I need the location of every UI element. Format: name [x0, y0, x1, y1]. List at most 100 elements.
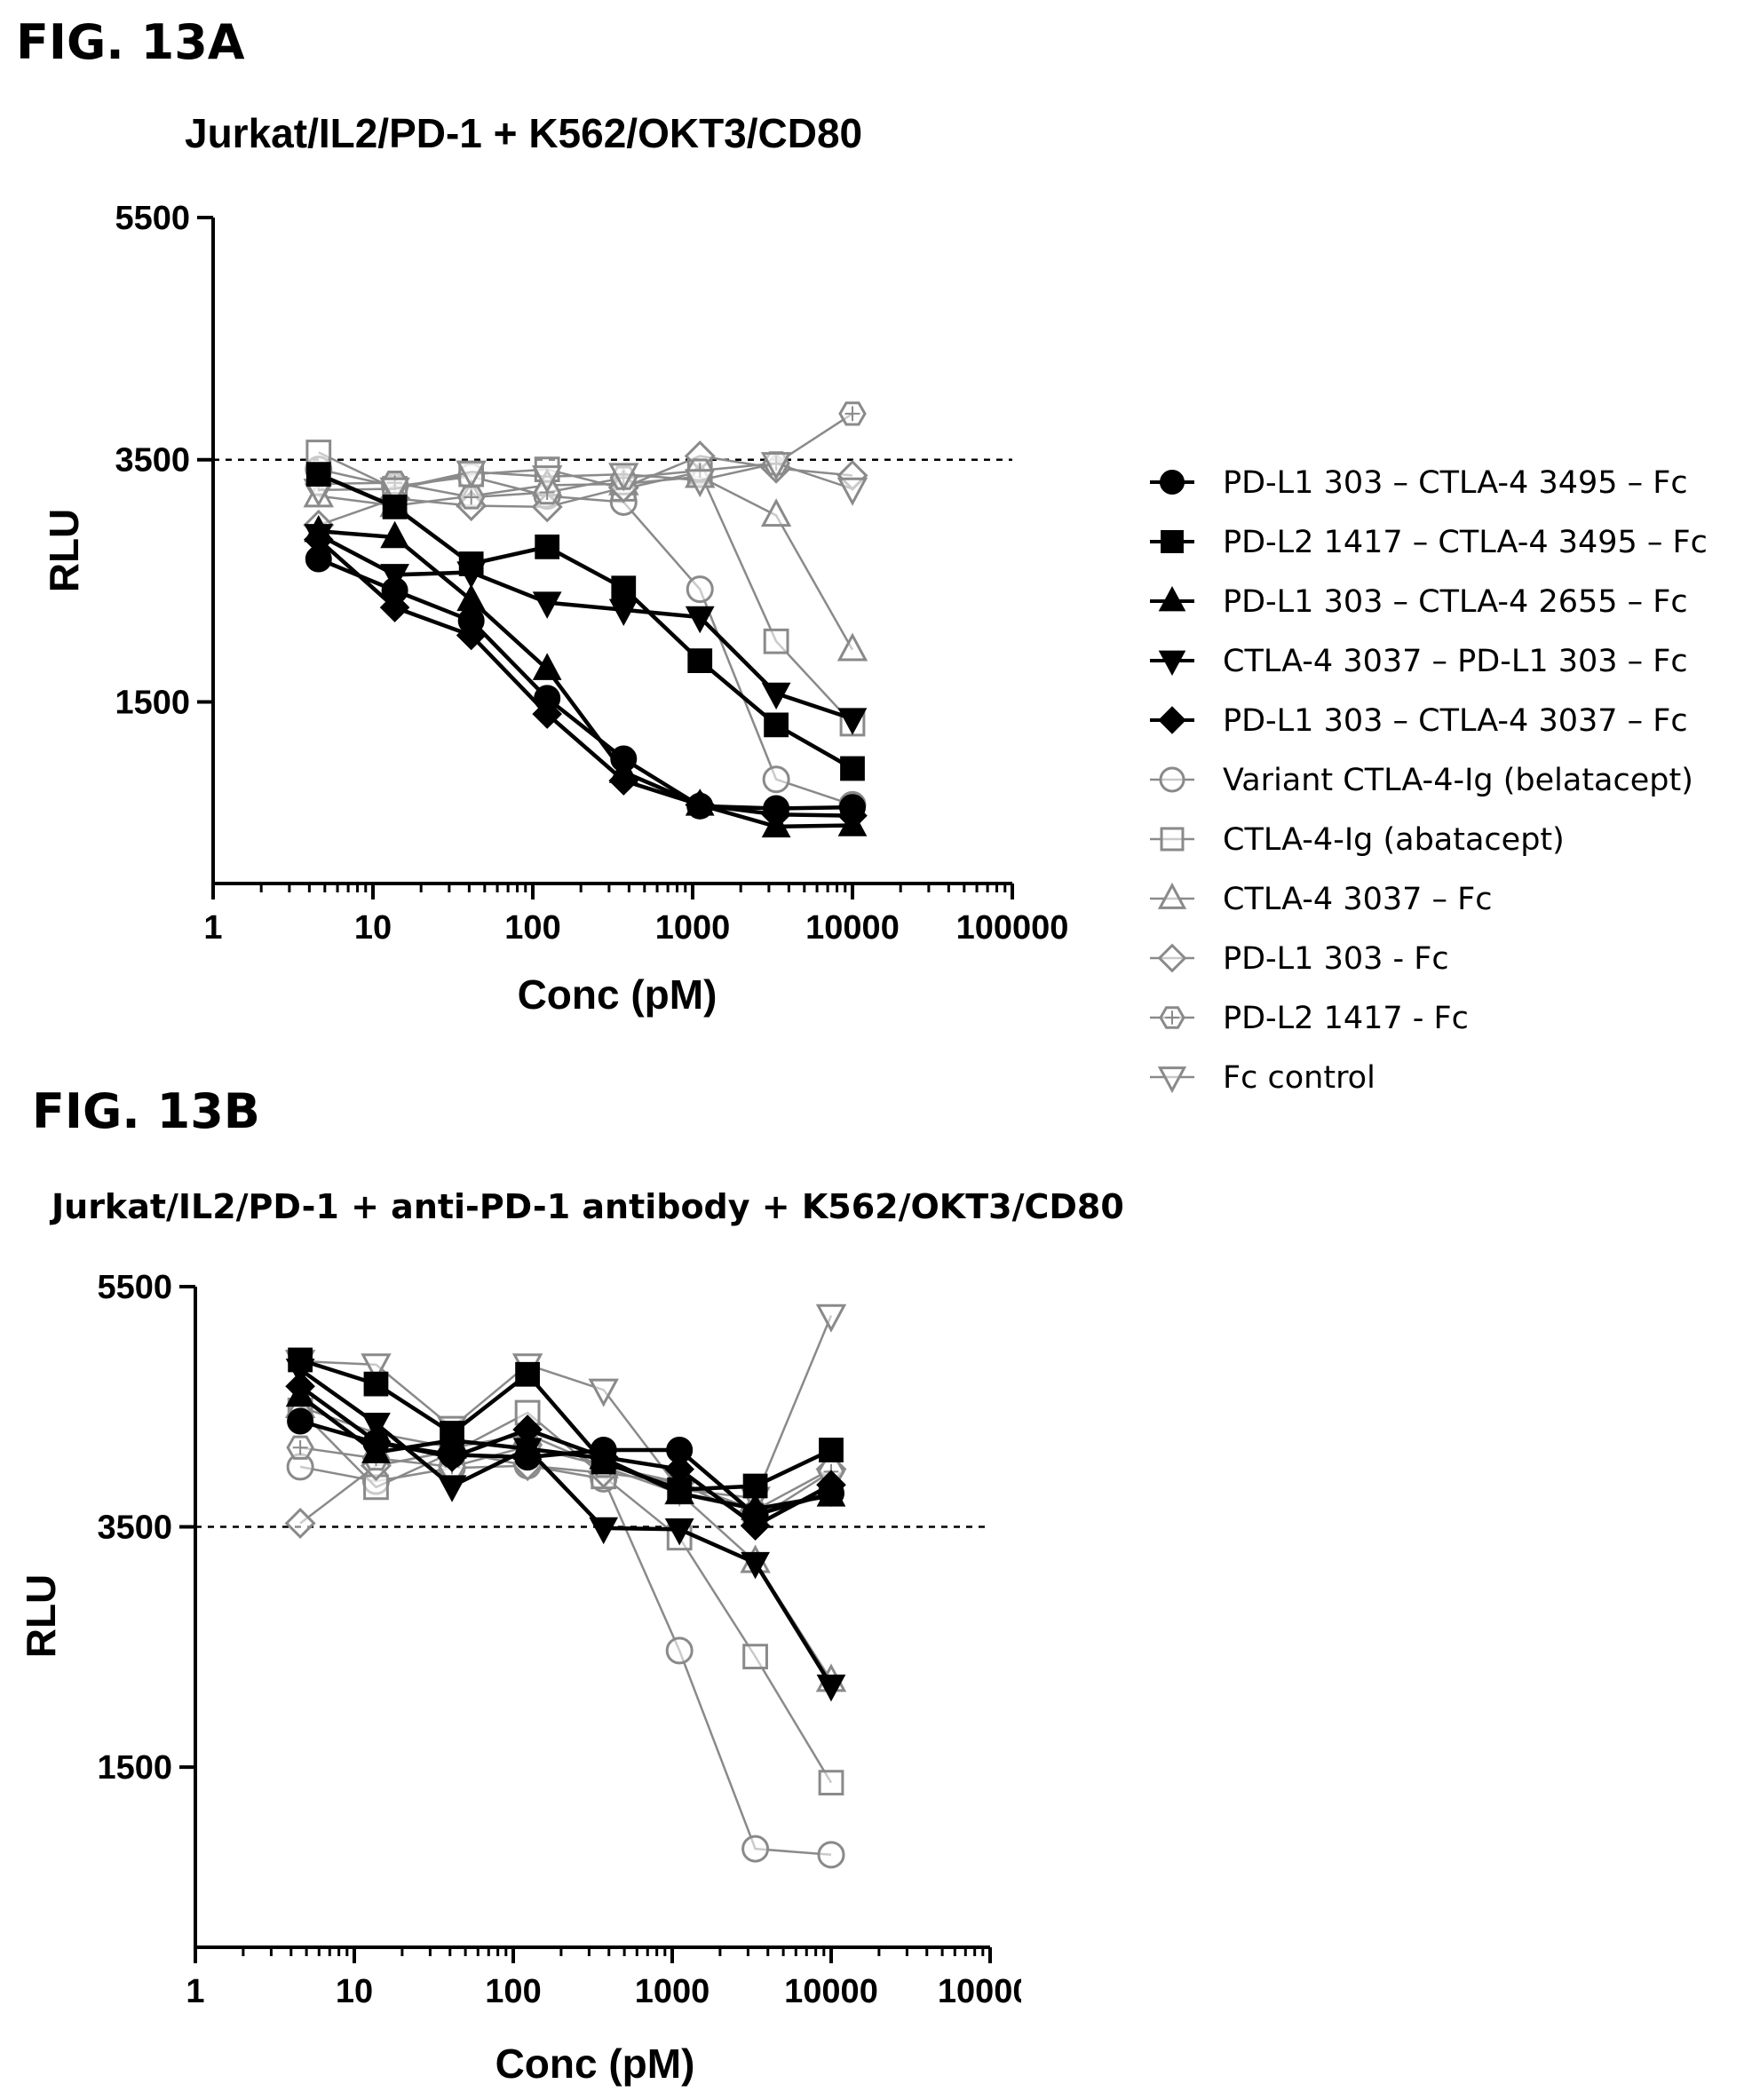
- panel-b-plot: 1 10 100 1000 10000 10000(1500 3500 5500: [97, 1269, 1043, 2010]
- panel-b-data-point: [361, 1413, 391, 1440]
- legend-item: PD-L1 303 – CTLA-4 3037 – Fc: [1150, 703, 1688, 739]
- panel-a-data-point: [611, 575, 637, 601]
- panel-b-data-point: [437, 1475, 467, 1502]
- panel-b-data-point: [287, 1407, 314, 1435]
- legend-marker: [1159, 766, 1185, 793]
- panel-b-data-point: [664, 1477, 694, 1504]
- panel-b-series-line: [299, 1358, 832, 1492]
- panel-b-data-point: [816, 1674, 846, 1702]
- panel-a-data-point: [379, 477, 410, 506]
- panel-a-data-point: [837, 708, 868, 735]
- panel-a-data-point: [303, 524, 334, 555]
- panel-b-y-tick-label: 5500: [97, 1269, 172, 1306]
- panel-b-data-point: [284, 1507, 316, 1540]
- panel-a-data-point: [456, 460, 487, 489]
- panel-a-data-point: [762, 765, 790, 794]
- panel-b-y-tick-label: 1500: [97, 1749, 172, 1787]
- panel-a-data-point: [764, 712, 789, 738]
- panel-b-series-line: [300, 1315, 833, 1500]
- panel-b-data-point: [588, 1442, 619, 1472]
- panel-a-data-point: [532, 591, 562, 619]
- panel-a-data-point: [380, 564, 409, 591]
- panel-a-series-line: [318, 462, 853, 492]
- panel-a-x-tick-label: 10000: [805, 909, 900, 947]
- panel-a-label: FIG. 13A: [16, 14, 245, 70]
- panel-a-data-point: [608, 598, 638, 627]
- panel-a-data-point: [685, 789, 716, 820]
- panel-a-series-pd-l1-303-ctla-4-3037-fc: [303, 524, 868, 831]
- panel-a-data-point: [840, 756, 865, 781]
- panel-b-ylabel: RLU: [18, 1574, 64, 1659]
- panel-b-data-point: [514, 1399, 541, 1426]
- legend-label: PD-L1 303 – CTLA-4 3037 – Fc: [1223, 703, 1688, 739]
- panel-b-data-point: [664, 1454, 694, 1485]
- panel-a-data-point: [760, 452, 792, 481]
- panel-b-x-tick-label: 10000(: [938, 1973, 1043, 2010]
- legend-label: PD-L1 303 – CTLA-4 3495 – Fc: [1223, 465, 1688, 501]
- panel-a-data-point: [608, 765, 639, 796]
- panel-b-data-point: [816, 1470, 846, 1501]
- panel-a-data-point-hatch: [844, 406, 860, 422]
- legend-label: PD-L1 303 - Fc: [1223, 941, 1449, 977]
- panel-b-data-point: [742, 1473, 768, 1499]
- legend-marker: [1157, 943, 1187, 973]
- panel-a-x-tick-label: 1000: [655, 909, 731, 947]
- panel-b-data-point: [665, 1636, 694, 1665]
- panel-a-data-point: [685, 469, 716, 498]
- legend-marker: [1158, 585, 1186, 612]
- panel-b-data-point: [361, 1353, 392, 1383]
- panel-b-data-point: [741, 1835, 770, 1863]
- legend-label: CTLA-4 3037 – PD-L1 303 – Fc: [1223, 644, 1688, 679]
- panel-a-data-point: [531, 465, 563, 495]
- legend-label: Fc control: [1223, 1060, 1375, 1096]
- panel-a-series-ctla-4-3037-pd-l1-303-fc: [304, 524, 868, 735]
- legend-item: PD-L1 303 – CTLA-4 3495 – Fc: [1150, 465, 1688, 501]
- panel-b-data-point: [740, 1510, 771, 1541]
- panel-a-data-point: [456, 561, 487, 589]
- legend-marker: [1157, 1066, 1187, 1094]
- panel-a-data-point: [837, 800, 868, 831]
- legend-item: Fc control: [1150, 1060, 1375, 1096]
- legend-item: PD-L2 1417 - Fc: [1150, 1001, 1469, 1036]
- panel-a-data-point: [761, 682, 791, 710]
- panel-a-series-line: [317, 533, 853, 721]
- legend-item: PD-L1 303 - Fc: [1150, 941, 1449, 977]
- panel-b-xlabel: Conc (pM): [495, 2041, 695, 2087]
- panel-b-series-line: [298, 1384, 833, 1528]
- panel-a-data-point: [305, 545, 332, 573]
- panel-a-data-point: [379, 592, 410, 622]
- panel-a-data-point: [687, 648, 713, 673]
- panel-a-data-point: [456, 583, 487, 612]
- panel-a-data-point: [535, 535, 560, 559]
- legend-marker: [1159, 470, 1185, 495]
- panel-b-x-tick-label: 100: [485, 1973, 541, 2010]
- panel-b-x-tick-label: 10000: [784, 1973, 878, 2010]
- legend-label: PD-L1 303 – CTLA-4 2655 – Fc: [1223, 584, 1688, 620]
- panel-b-series-ctla-4-3037-pd-l1-303-fc: [285, 1359, 846, 1702]
- panel-b-data-point: [363, 1371, 389, 1397]
- panel-b-data-point: [588, 1378, 619, 1407]
- panel-b-data-point: [664, 1518, 694, 1546]
- legend-label: PD-L2 1417 - Fc: [1223, 1001, 1469, 1036]
- legend-marker: [1157, 882, 1187, 909]
- legend-marker: [1158, 706, 1186, 734]
- panel-b-data-point-hatch: [292, 1439, 308, 1455]
- legend-item: CTLA-4 3037 – Fc: [1150, 882, 1493, 917]
- panel-b-series-line: [298, 1367, 833, 1687]
- panel-b-data-point: [817, 1841, 845, 1869]
- panel-a-y-tick-label: 1500: [115, 684, 190, 721]
- panel-a-data-point: [608, 463, 639, 492]
- panel-b-y-tick-label: 3500: [97, 1510, 172, 1547]
- panel-a-data-point: [305, 440, 332, 465]
- legend-label: PD-L2 1417 – CTLA-4 3495 – Fc: [1223, 525, 1708, 560]
- panel-a-data-point: [532, 699, 562, 729]
- panel-a-data-point: [760, 498, 792, 527]
- panel-a-data-point: [836, 477, 868, 506]
- panel-a-data-point: [382, 495, 408, 519]
- panel-a-x-tick-label: 10: [354, 909, 392, 947]
- legend-marker: [1161, 530, 1184, 553]
- panel-b-x-tick-label: 1: [186, 1973, 204, 2010]
- panel-b-series-pd-l1-303-ctla-4-3037-fc: [285, 1371, 846, 1541]
- legend-item: Variant CTLA-4-Ig (belatacept): [1150, 763, 1693, 798]
